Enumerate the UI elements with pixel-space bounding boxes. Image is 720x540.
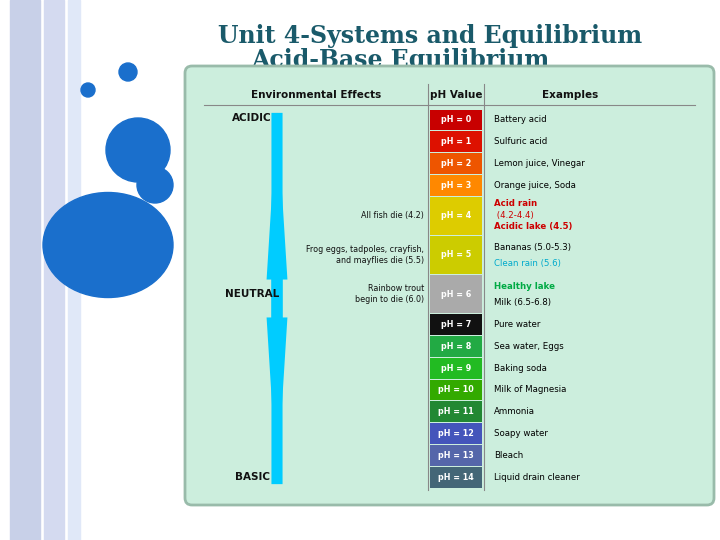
Bar	[430, 197, 482, 235]
Text: Ammonia: Ammonia	[494, 407, 535, 416]
Text: Healthy lake: Healthy lake	[494, 282, 555, 291]
Text: pH = 11: pH = 11	[438, 407, 474, 416]
Bar	[430, 236, 482, 274]
Text: Frog eggs, tadpoles, crayfish,
and mayflies die (5.5): Frog eggs, tadpoles, crayfish, and mayfl…	[306, 245, 424, 265]
Bar	[430, 110, 482, 130]
Text: Sulfuric acid: Sulfuric acid	[494, 137, 547, 146]
Text: Battery acid: Battery acid	[494, 116, 546, 124]
Text: Bleach: Bleach	[494, 451, 523, 460]
Bar	[44, 0, 64, 540]
Text: pH = 3: pH = 3	[441, 181, 471, 190]
Text: Rainbow trout
begin to die (6.0): Rainbow trout begin to die (6.0)	[355, 285, 424, 304]
Text: Unit 4-Systems and Equilibrium: Unit 4-Systems and Equilibrium	[218, 24, 642, 48]
Text: pH = 13: pH = 13	[438, 451, 474, 460]
Bar	[430, 336, 482, 357]
Text: Acid-Base Equilibrium: Acid-Base Equilibrium	[251, 48, 549, 72]
Text: pH = 9: pH = 9	[441, 364, 471, 373]
Text: Liquid drain cleaner: Liquid drain cleaner	[494, 472, 580, 482]
Text: pH = 7: pH = 7	[441, 320, 471, 329]
Text: pH = 2: pH = 2	[441, 159, 471, 168]
Circle shape	[119, 63, 137, 81]
Text: Environmental Effects: Environmental Effects	[251, 90, 381, 100]
Bar	[430, 131, 482, 152]
Text: Soapy water: Soapy water	[494, 429, 548, 438]
Text: pH = 6: pH = 6	[441, 289, 471, 299]
Text: Baking soda: Baking soda	[494, 364, 547, 373]
Bar	[430, 445, 482, 465]
Text: Lemon juice, Vinegar: Lemon juice, Vinegar	[494, 159, 585, 168]
Ellipse shape	[43, 192, 173, 298]
Text: Sea water, Eggs: Sea water, Eggs	[494, 342, 564, 351]
Text: Examples: Examples	[542, 90, 598, 100]
Text: (4.2-4.4): (4.2-4.4)	[494, 211, 534, 220]
Text: Milk of Magnesia: Milk of Magnesia	[494, 386, 567, 395]
Bar	[430, 175, 482, 195]
Text: Acidic lake (4.5): Acidic lake (4.5)	[494, 222, 572, 231]
Circle shape	[81, 83, 95, 97]
Bar	[430, 467, 482, 488]
Text: pH = 10: pH = 10	[438, 386, 474, 395]
Text: pH Value: pH Value	[430, 90, 482, 100]
Text: pH = 0: pH = 0	[441, 116, 471, 124]
Text: Bananas (5.0-5.3): Bananas (5.0-5.3)	[494, 242, 571, 252]
Bar	[430, 275, 482, 313]
Text: ACIDIC: ACIDIC	[232, 113, 272, 123]
Bar	[430, 423, 482, 444]
Circle shape	[106, 118, 170, 182]
Text: Acid rain: Acid rain	[494, 199, 537, 208]
Text: All fish die (4.2): All fish die (4.2)	[361, 211, 424, 220]
Text: Clean rain (5.6): Clean rain (5.6)	[494, 259, 561, 268]
Text: pH = 8: pH = 8	[441, 342, 471, 351]
Text: pH = 5: pH = 5	[441, 251, 471, 259]
Text: pH = 4: pH = 4	[441, 211, 471, 220]
Bar	[430, 358, 482, 379]
Text: pH = 14: pH = 14	[438, 472, 474, 482]
Text: NEUTRAL: NEUTRAL	[225, 289, 279, 299]
Text: Orange juice, Soda: Orange juice, Soda	[494, 181, 576, 190]
FancyBboxPatch shape	[185, 66, 714, 505]
Bar	[68, 0, 80, 540]
Text: Pure water: Pure water	[494, 320, 541, 329]
Bar	[430, 380, 482, 400]
Text: pH = 1: pH = 1	[441, 137, 471, 146]
Bar	[10, 0, 40, 540]
Bar	[430, 153, 482, 174]
Text: BASIC: BASIC	[235, 472, 269, 482]
Circle shape	[137, 167, 173, 203]
Bar	[430, 314, 482, 335]
Text: Milk (6.5-6.8): Milk (6.5-6.8)	[494, 298, 551, 307]
Text: pH = 12: pH = 12	[438, 429, 474, 438]
Bar	[430, 401, 482, 422]
